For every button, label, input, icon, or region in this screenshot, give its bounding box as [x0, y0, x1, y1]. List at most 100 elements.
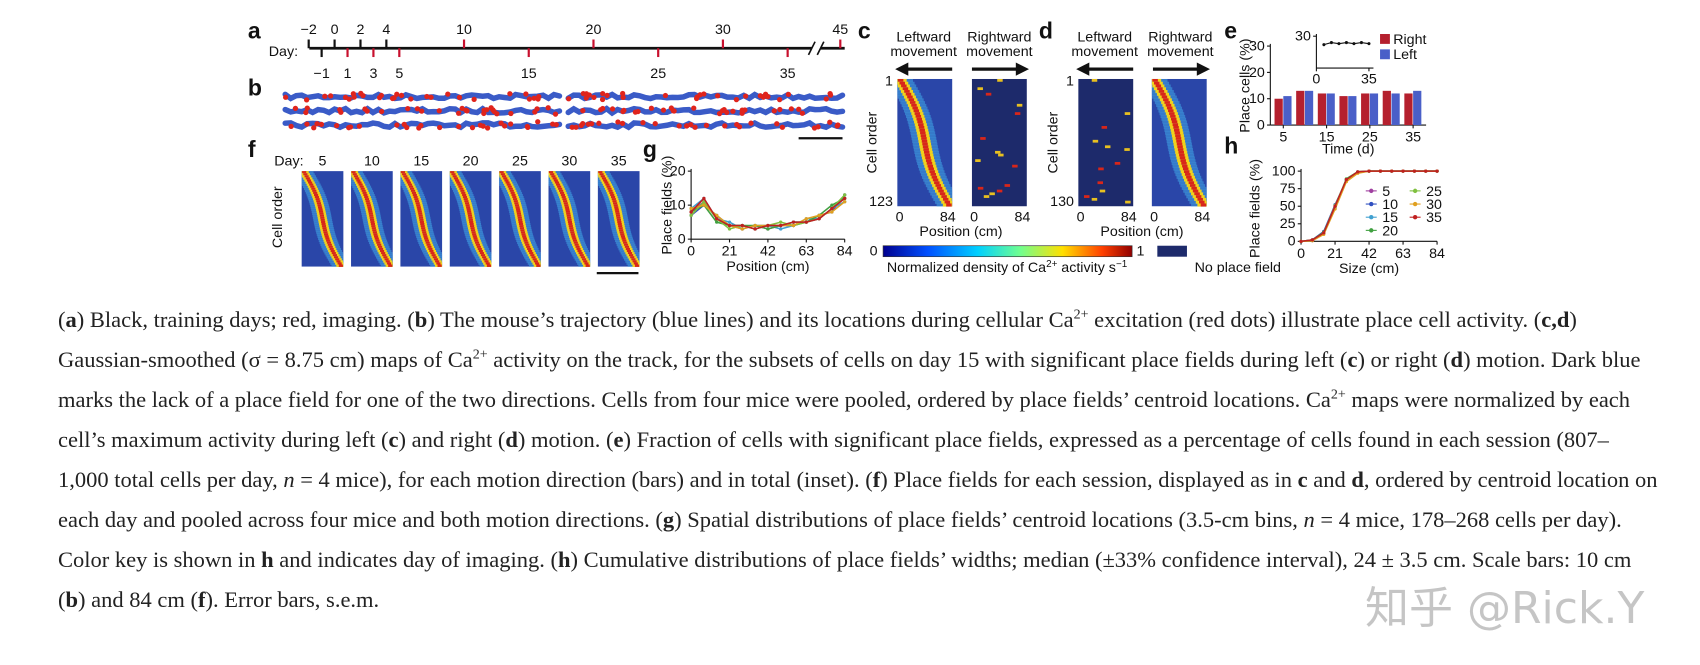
y-tick-label: 10	[1249, 91, 1265, 107]
heatmap-cell	[1172, 123, 1179, 127]
caption-run: c	[388, 427, 399, 452]
activity-dot	[459, 105, 465, 112]
heatmap-cell	[566, 214, 571, 218]
heatmap-cell	[996, 189, 1003, 193]
series-line	[690, 194, 846, 230]
heatmap-cell	[581, 258, 587, 261]
heatmap-cell	[575, 245, 580, 249]
activity-dot	[701, 91, 707, 97]
heatmap-cell	[1200, 203, 1207, 207]
heatmap-cell	[1170, 114, 1176, 119]
axis-label: Position (cm)	[1100, 224, 1183, 240]
point	[1359, 41, 1363, 45]
point	[1367, 169, 1371, 173]
heatmap-cell	[429, 249, 434, 253]
activity-dot	[604, 92, 610, 98]
heatmap-cell	[415, 202, 420, 205]
point	[702, 203, 706, 207]
activity-dot	[823, 96, 829, 102]
axis-label: Cell order	[270, 186, 286, 248]
caption-run: h	[557, 547, 571, 572]
activity-dot	[424, 93, 430, 100]
x-tick-label: 0	[896, 210, 904, 226]
caption-run: ) Gaussian-smoothed (σ = 8.75 cm) maps o…	[58, 307, 1577, 372]
heatmap-cell	[917, 120, 923, 124]
activity-dot	[715, 93, 721, 99]
activity-dot	[640, 120, 646, 126]
heatmap-cell	[615, 212, 620, 216]
day-tick-label: 1	[344, 66, 352, 82]
activity-dot	[619, 120, 626, 127]
activity-dot	[283, 94, 289, 100]
heatmap-cell	[474, 241, 480, 245]
activity-dot	[507, 91, 513, 97]
caption-run: excitation (red dots) illustrate place c…	[1088, 307, 1542, 332]
heatmap-cell	[417, 210, 422, 213]
day-tick-label: 3	[369, 66, 377, 82]
heatmap-cell	[469, 220, 474, 224]
point	[1352, 42, 1356, 46]
heatmap-cell	[315, 198, 320, 201]
legend-marker	[1369, 228, 1374, 233]
heatmap-cell	[902, 87, 909, 91]
heatmap-cell	[615, 210, 620, 213]
heatmap-cell	[322, 229, 328, 232]
legend-marker	[1412, 215, 1418, 220]
heatmap-cell	[418, 212, 423, 216]
heatmap-cell	[613, 204, 618, 207]
heatmap-cell	[320, 218, 325, 222]
point	[753, 223, 757, 228]
axis-label: Place fields (%)	[659, 156, 675, 255]
heatmap-cell	[482, 256, 487, 259]
heatmap-cell	[1160, 92, 1166, 96]
day-label: 35	[611, 154, 627, 170]
heatmap-cell	[506, 183, 511, 186]
x-tick-label: 63	[1395, 246, 1411, 262]
heatmap-cell	[939, 192, 946, 196]
bar	[1317, 93, 1327, 126]
heatmap-cell	[407, 183, 413, 186]
heatmap-cell	[985, 92, 992, 96]
activity-dot	[620, 94, 626, 101]
heatmap-cell	[408, 185, 414, 189]
point	[689, 210, 693, 214]
heatmap-cell	[911, 103, 917, 107]
y-tick-label: 20	[670, 164, 686, 180]
bar	[1326, 93, 1335, 126]
activity-dot	[609, 106, 616, 112]
caption-run: ) or right (	[1357, 347, 1451, 372]
heatmap-cell	[338, 264, 343, 267]
heatmap-cell	[512, 196, 517, 199]
activity-dot	[288, 123, 294, 130]
x-tick-label: 21	[722, 244, 738, 260]
y-tick-label: 10	[670, 198, 686, 214]
heatmap-cell	[1004, 184, 1011, 187]
legend-marker	[1412, 188, 1418, 194]
heatmap-cell	[432, 256, 437, 259]
heatmap-cell	[471, 231, 476, 234]
heatmap-cell	[507, 185, 512, 189]
heatmap-cell	[367, 206, 372, 209]
x-tick-label: 5	[1279, 130, 1287, 146]
direction-arrows	[895, 62, 1210, 76]
heatmap-cell	[326, 239, 331, 243]
panel-letter: h	[1224, 133, 1238, 159]
x-tick-label: 84	[1429, 246, 1445, 262]
bar	[1283, 96, 1292, 126]
heatmap-cell	[424, 237, 429, 240]
heatmap-cell	[571, 235, 576, 238]
activity-dot	[463, 107, 469, 113]
activity-dot	[827, 119, 833, 125]
y-tick-label: 100	[1272, 164, 1296, 180]
bar	[1391, 93, 1400, 126]
heatmap-cell	[579, 254, 584, 257]
legend-label: No place field	[1195, 260, 1281, 276]
heatmap-cell	[619, 231, 624, 234]
heatmap-cell	[371, 225, 376, 228]
heatmap-cell	[569, 229, 574, 232]
activity-dot	[456, 123, 462, 130]
heatmap-cell	[325, 237, 330, 240]
heatmap-cell	[461, 191, 466, 195]
activity-dot	[488, 105, 494, 111]
